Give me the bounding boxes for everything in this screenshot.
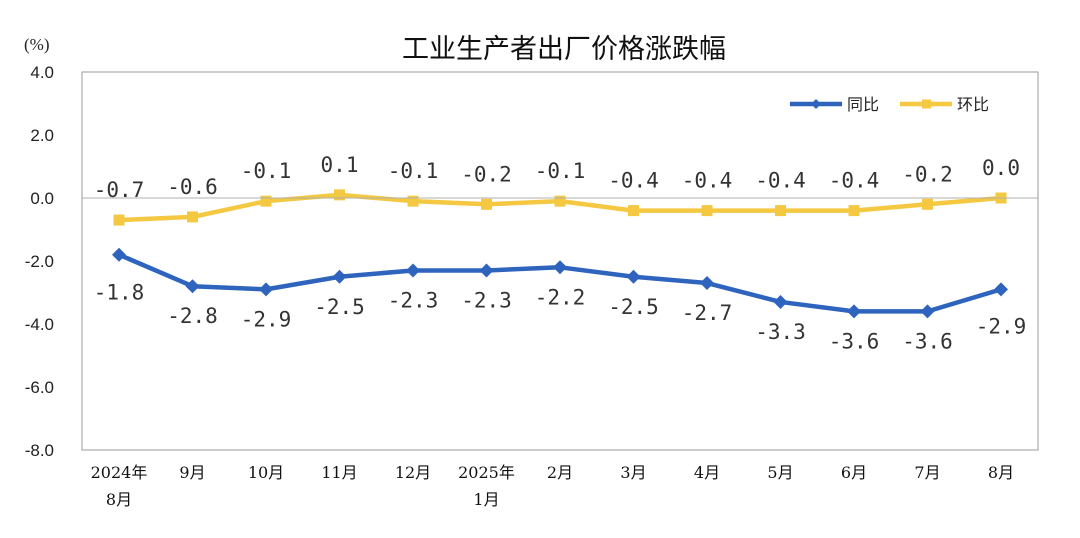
data-label-yoy: -2.9 bbox=[241, 307, 292, 331]
data-label-mom: -0.1 bbox=[241, 159, 292, 183]
data-label-mom: -0.6 bbox=[167, 175, 218, 199]
x-tick-label: 9月 bbox=[179, 463, 205, 482]
data-point-yoy bbox=[700, 276, 714, 291]
data-point-yoy bbox=[406, 263, 420, 278]
data-label-mom: -0.4 bbox=[755, 169, 806, 193]
y-tick-label: -8.0 bbox=[25, 441, 54, 460]
data-point-mom bbox=[334, 189, 345, 201]
x-tick-label: 6月 bbox=[841, 463, 867, 482]
data-label-mom: -0.4 bbox=[829, 169, 880, 193]
data-point-mom bbox=[481, 198, 492, 210]
data-point-mom bbox=[187, 211, 198, 223]
data-point-mom bbox=[628, 205, 639, 217]
data-label-yoy: -2.3 bbox=[461, 288, 512, 312]
legend-label: 环比 bbox=[957, 95, 989, 114]
data-label-yoy: -3.6 bbox=[829, 329, 880, 353]
data-point-mom bbox=[260, 195, 272, 207]
data-point-yoy bbox=[332, 269, 347, 284]
data-point-mom bbox=[848, 205, 860, 217]
y-axis-ticks: 4.0 2.0 0.0 -2.0 -4.0 -6.0 -8.0 bbox=[25, 63, 54, 460]
plot-area-frame bbox=[81, 71, 1039, 451]
data-label-yoy: -3.6 bbox=[902, 329, 953, 353]
data-point-yoy bbox=[847, 304, 861, 319]
data-point-yoy bbox=[112, 247, 126, 262]
x-tick-label: 1月 bbox=[473, 490, 499, 509]
data-point-yoy bbox=[185, 279, 200, 294]
y-tick-label: 4.0 bbox=[30, 63, 54, 82]
x-tick-label: 7月 bbox=[914, 463, 940, 482]
data-label-mom: -0.4 bbox=[608, 169, 659, 193]
y-tick-label: 0.0 bbox=[30, 189, 54, 208]
x-tick-label: 11月 bbox=[321, 463, 357, 482]
x-tick-label: 2月 bbox=[547, 463, 573, 482]
data-point-yoy bbox=[920, 304, 935, 319]
data-labels-layer: -1.8 -2.8 -2.9 -2.5 -2.3 -2.3 -2.2 -2.5 -2.7 -3.3… bbox=[94, 153, 1027, 354]
data-label-mom: -0.1 bbox=[535, 159, 586, 183]
chart-title: 工业生产者出厂价格涨跌幅 bbox=[402, 34, 726, 65]
legend-swatch-marker bbox=[922, 99, 931, 109]
data-label-yoy: -2.2 bbox=[535, 285, 586, 309]
data-point-mom bbox=[407, 195, 419, 207]
x-tick-label: 10月 bbox=[248, 463, 284, 482]
data-point-yoy bbox=[773, 294, 788, 309]
data-point-mom bbox=[113, 214, 125, 226]
data-label-mom: 0.0 bbox=[982, 156, 1020, 180]
x-tick-label: 2024年 bbox=[91, 463, 148, 482]
data-point-mom bbox=[922, 198, 933, 210]
y-axis-unit-label: (%) bbox=[24, 35, 49, 54]
data-label-yoy: -2.5 bbox=[608, 295, 659, 319]
data-label-yoy: -2.8 bbox=[167, 304, 218, 328]
legend: 同比 环比 bbox=[790, 95, 989, 114]
x-tick-label: 5月 bbox=[767, 463, 793, 482]
data-point-mom bbox=[554, 195, 566, 207]
legend-label: 同比 bbox=[847, 95, 879, 114]
y-tick-label: -4.0 bbox=[25, 315, 54, 334]
data-label-yoy: -2.3 bbox=[388, 288, 439, 312]
data-label-mom: -0.1 bbox=[388, 159, 439, 183]
legend-swatch-marker bbox=[811, 99, 821, 109]
data-label-mom: -0.2 bbox=[461, 162, 512, 186]
data-label-yoy: -2.5 bbox=[314, 295, 365, 319]
y-tick-label: -6.0 bbox=[25, 378, 54, 397]
data-point-mom bbox=[775, 205, 786, 217]
data-label-mom: 0.1 bbox=[321, 153, 359, 177]
y-tick-label: 2.0 bbox=[30, 126, 54, 145]
data-label-yoy: -1.8 bbox=[94, 281, 145, 305]
data-label-mom: -0.4 bbox=[682, 169, 733, 193]
x-tick-label: 12月 bbox=[395, 463, 431, 482]
x-axis-ticks: 2024年 8月 9月 10月 11月 12月 2025年 1月 2月 3月 4月 5月 6月 7月 8月 bbox=[91, 463, 1014, 509]
data-point-yoy bbox=[626, 269, 641, 284]
series-layer bbox=[112, 189, 1008, 319]
data-point-yoy bbox=[994, 282, 1008, 297]
data-point-mom bbox=[701, 205, 713, 217]
data-point-yoy bbox=[553, 260, 567, 275]
x-tick-label: 8月 bbox=[988, 463, 1014, 482]
y-tick-label: -2.0 bbox=[25, 252, 54, 271]
x-tick-label: 3月 bbox=[620, 463, 646, 482]
x-tick-label: 8月 bbox=[106, 490, 132, 509]
data-label-yoy: -3.3 bbox=[755, 320, 806, 344]
x-tick-label: 2025年 bbox=[458, 463, 515, 482]
data-point-yoy bbox=[479, 263, 494, 278]
data-label-mom: -0.2 bbox=[902, 162, 953, 186]
x-tick-label: 4月 bbox=[694, 463, 720, 482]
data-label-yoy: -2.9 bbox=[976, 314, 1027, 338]
data-label-yoy: -2.7 bbox=[682, 301, 733, 325]
data-point-yoy bbox=[259, 282, 273, 297]
